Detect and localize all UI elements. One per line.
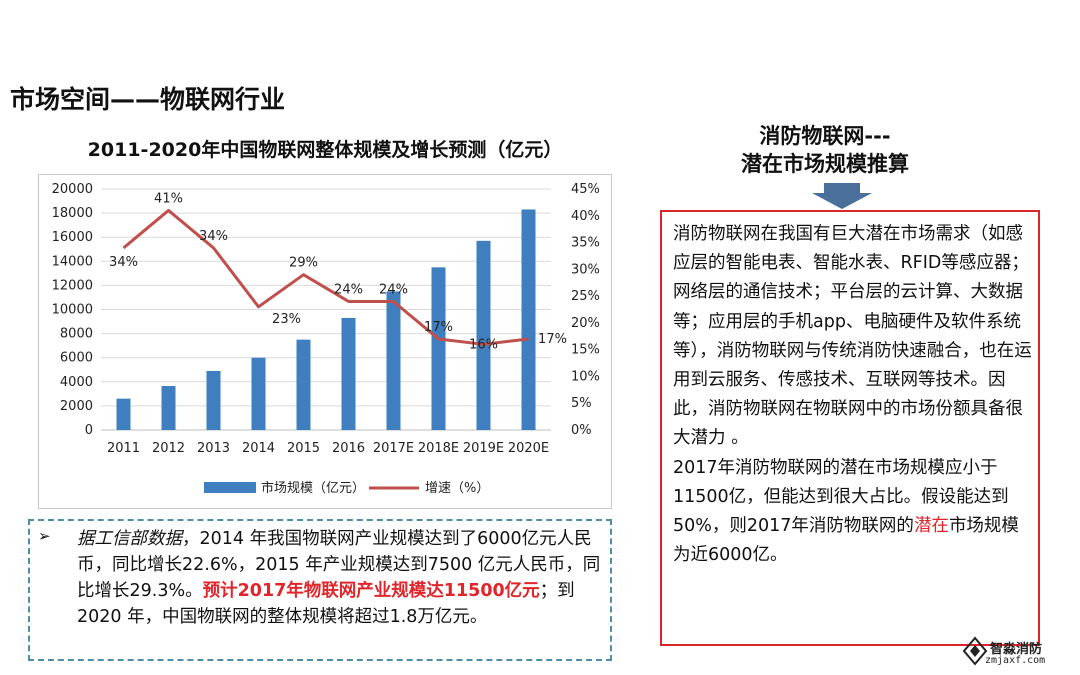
- y-left-tick-label: 16000: [52, 230, 93, 245]
- y-left-tick-label: 4000: [60, 375, 93, 390]
- side-heading-line1: 消防物联网---: [759, 124, 891, 148]
- y-right-tick-label: 25%: [571, 289, 600, 304]
- logo-url: zmjaxf.com: [985, 655, 1046, 666]
- chart-svg: 0 2000 4000 6000 8000 10000 12000 14000 16000 180…: [52, 182, 600, 496]
- side-text-box: [660, 210, 1040, 646]
- y-left-tick-label: 0: [85, 423, 93, 438]
- data-label: 17%: [538, 332, 567, 347]
- bullet-arrow-icon: ➢: [38, 527, 51, 545]
- x-tick-label: 2012: [152, 441, 185, 456]
- note-source: 据工信部数据: [77, 529, 182, 549]
- note-highlight: 预计2017年物联网产业规模达11500亿元: [202, 581, 540, 601]
- x-tick-label: 2017E: [373, 441, 414, 456]
- logo-name: 智淼消防: [990, 642, 1043, 657]
- side-text: 消防物联网在我国有巨大潜在市场需求（如感应层的智能电表、智能水表、RFID等感应…: [673, 220, 1033, 570]
- y-left-tick-label: 20000: [52, 182, 93, 197]
- bar: [251, 357, 266, 430]
- note-text-a: ，2014 年我国物联网产业规模达到了6000亿元人民币，同比增长22.6%，2…: [77, 529, 601, 601]
- y-right-tick-label: 15%: [571, 343, 600, 358]
- x-tick-label: 2015: [287, 441, 320, 456]
- y-left-tick-label: 12000: [52, 278, 93, 293]
- y-left-tick-label: 8000: [60, 327, 93, 342]
- side-paragraph-2-highlight: 潜在: [913, 516, 949, 537]
- bar: [476, 240, 491, 430]
- x-tick-label: 2011: [107, 441, 140, 456]
- bar: [161, 386, 176, 430]
- data-label: 24%: [334, 282, 363, 297]
- bar: [431, 267, 446, 430]
- y-left-tick-label: 14000: [52, 254, 93, 269]
- y-left-tick-label: 2000: [60, 399, 93, 414]
- note-text-b: ；到2020 年，中国物联网的整体规模将超过1.8万亿元。: [77, 581, 575, 627]
- y-left-tick-label: 6000: [60, 351, 93, 366]
- bar: [296, 339, 311, 430]
- bar: [341, 317, 356, 430]
- y-right-tick-label: 30%: [571, 262, 600, 277]
- x-tick-label: 2014: [242, 441, 275, 456]
- side-paragraph-2b: 市场规模为近6000亿。: [673, 516, 1019, 566]
- y-right-tick-label: 35%: [571, 236, 600, 251]
- bar: [386, 291, 401, 430]
- x-tick-label: 2020E: [508, 441, 549, 456]
- series-line-growth: [122, 208, 529, 346]
- y-right-tick-label: 45%: [571, 182, 600, 197]
- page-title: 市场空间——物联网行业: [10, 85, 286, 114]
- side-heading: 消防物联网--- 潜在市场规模推算: [690, 122, 960, 178]
- side-heading-line2: 潜在市场规模推算: [741, 152, 909, 176]
- data-label: 16%: [469, 337, 498, 352]
- y-right-tick-label: 0%: [571, 423, 592, 438]
- chart-container: 0 2000 4000 6000 8000 10000 12000 14000 16000 180…: [38, 174, 612, 509]
- data-label: 41%: [154, 191, 183, 206]
- legend-label-line: 增速（%）: [425, 481, 489, 496]
- data-label: 23%: [272, 312, 301, 327]
- y-right-tick-label: 40%: [571, 209, 600, 224]
- side-paragraph-1: 消防物联网在我国有巨大潜在市场需求（如感应层的智能电表、智能水表、RFID等感应…: [673, 224, 1032, 449]
- down-arrow-icon: [812, 183, 872, 209]
- x-tick-label: 2013: [197, 441, 230, 456]
- x-tick-label: 2016: [332, 441, 365, 456]
- legend-swatch-bar: [204, 482, 256, 493]
- bar: [116, 398, 131, 430]
- logo-icon: [962, 636, 988, 666]
- y-left-tick-label: 10000: [52, 303, 93, 318]
- note-box: [28, 519, 612, 661]
- data-label: 34%: [109, 255, 138, 270]
- x-tick-label: 2018E: [418, 441, 459, 456]
- note-text: 据工信部数据，2014 年我国物联网产业规模达到了6000亿元人民币，同比增长2…: [77, 526, 607, 630]
- bar: [521, 209, 536, 430]
- bar: [206, 370, 221, 430]
- data-label: 17%: [424, 320, 453, 335]
- x-tick-label: 2019E: [463, 441, 504, 456]
- y-right-tick-label: 5%: [571, 396, 592, 411]
- side-paragraph-2: 2017年消防物联网的潜在市场规模应小于11500亿，但能达到很大占比。假设能达…: [673, 454, 1033, 571]
- side-paragraph-2a: 2017年消防物联网的潜在市场规模应小于11500亿，但能达到很大占比。假设能达…: [673, 457, 1009, 537]
- chart-title: 2011-2020年中国物联网整体规模及增长预测（亿元）: [87, 139, 563, 161]
- y-left-tick-label: 18000: [52, 206, 93, 221]
- y-right-tick-label: 20%: [571, 316, 600, 331]
- legend-label-bar: 市场规模（亿元）: [261, 480, 365, 496]
- data-label: 29%: [289, 256, 318, 271]
- data-label: 24%: [379, 282, 408, 297]
- data-label: 34%: [199, 229, 228, 244]
- y-right-tick-label: 10%: [571, 369, 600, 384]
